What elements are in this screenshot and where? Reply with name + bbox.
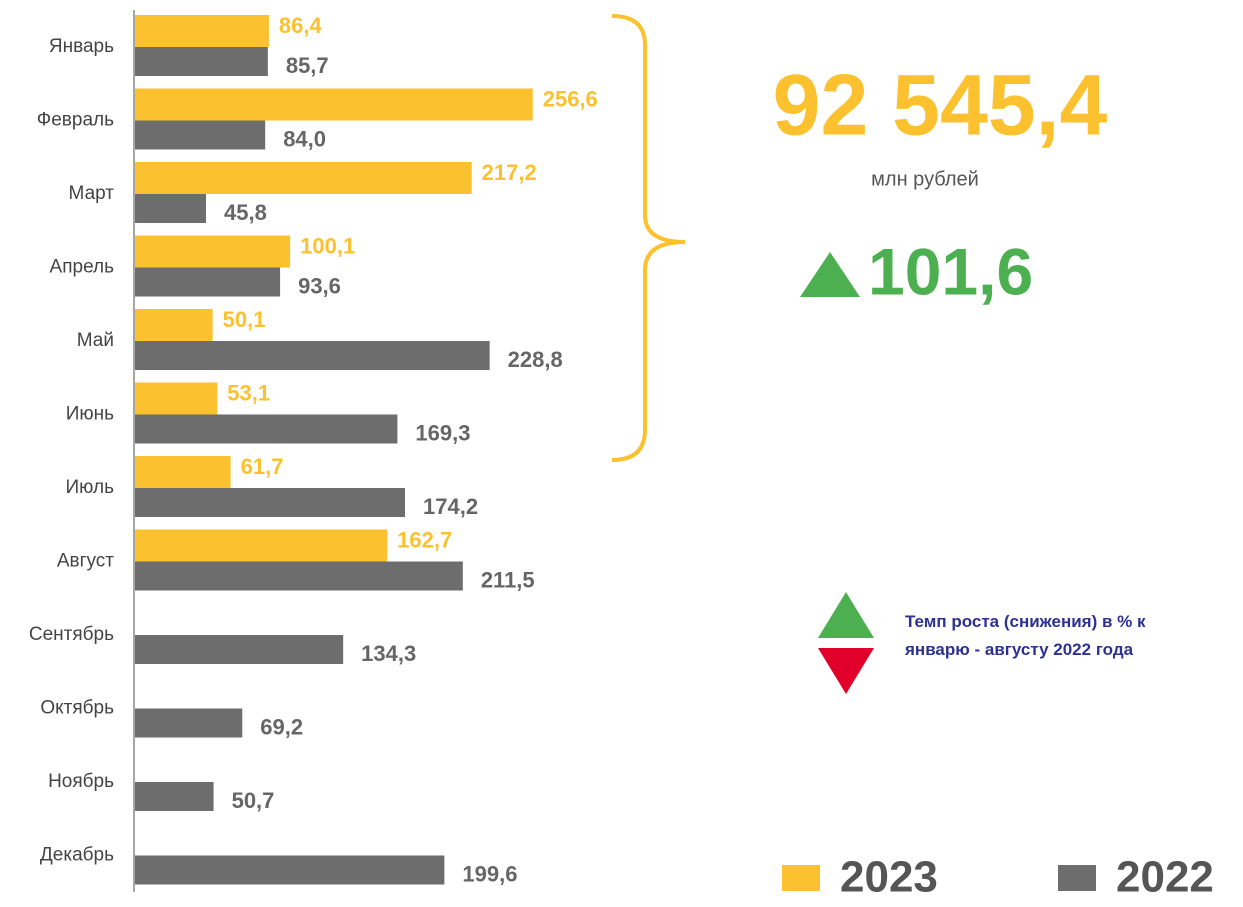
y-tick-label: Март <box>69 183 115 204</box>
y-tick-label: Июль <box>66 477 115 498</box>
bar <box>135 309 213 341</box>
y-tick-label: Ноябрь <box>48 771 114 792</box>
y-tick-label: Август <box>57 551 114 572</box>
value-label: 256,6 <box>543 86 598 111</box>
y-tick-label: Декабрь <box>40 845 114 866</box>
value-label: 134,3 <box>361 641 416 666</box>
bar <box>135 47 268 76</box>
bar <box>135 708 243 738</box>
value-label: 211,5 <box>481 567 535 592</box>
note-box: Темп роста (снижения) в % к январю - авг… <box>905 612 1146 659</box>
value-label: 199,6 <box>462 861 517 886</box>
value-label: 69,2 <box>260 714 303 739</box>
bar <box>135 194 206 223</box>
bar <box>135 855 445 885</box>
legend-label: 2023 <box>840 853 938 902</box>
y-tick-label: Июнь <box>66 404 114 425</box>
bar <box>135 635 344 664</box>
bar <box>135 561 463 591</box>
y-tick-label: Октябрь <box>40 698 114 719</box>
value-label: 85,7 <box>286 53 329 78</box>
up-icon <box>818 592 874 638</box>
value-label: 86,4 <box>279 13 323 38</box>
growth-value: 101,6 <box>868 234 1033 308</box>
value-label: 228,8 <box>508 347 563 372</box>
value-label: 100,1 <box>300 233 355 258</box>
bar <box>135 15 269 47</box>
value-label: 45,8 <box>224 200 267 225</box>
bar <box>135 529 388 562</box>
legend-swatch <box>1058 865 1096 891</box>
value-label: 53,1 <box>227 380 270 405</box>
value-label: 162,7 <box>397 527 452 552</box>
value-label: 174,2 <box>423 494 478 519</box>
bar <box>135 235 291 268</box>
bar <box>135 488 406 517</box>
value-label: 84,0 <box>283 126 326 151</box>
y-tick-label: Май <box>77 330 114 351</box>
y-tick-label: Январь <box>49 36 114 57</box>
value-label: 50,1 <box>223 307 266 332</box>
bar <box>135 414 398 444</box>
brace <box>611 14 686 462</box>
bar <box>135 162 472 194</box>
y-tick-label: Апрель <box>50 257 115 278</box>
bar <box>135 88 533 121</box>
down-icon <box>818 648 874 694</box>
value-label: 50,7 <box>232 788 275 813</box>
legend-label: 2022 <box>1116 853 1214 902</box>
growth-arrow <box>800 252 860 297</box>
total-unit: млн рублей <box>871 168 979 190</box>
value-label: 169,3 <box>415 420 470 445</box>
bar <box>135 341 490 370</box>
bar <box>135 120 266 150</box>
bar <box>135 456 231 488</box>
y-tick-label: Сентябрь <box>29 624 114 645</box>
bar <box>135 782 214 811</box>
value-label: 217,2 <box>482 160 537 185</box>
legend-swatch <box>782 865 820 891</box>
note: Темп роста (снижения) в % к январю - авг… <box>905 612 1146 659</box>
y-tick-label: Февраль <box>37 110 114 131</box>
bar <box>135 267 281 297</box>
value-label: 93,6 <box>298 273 341 298</box>
value-label: 61,7 <box>241 454 284 479</box>
total-value: 92 545,4 <box>773 58 1108 154</box>
bar <box>135 382 218 415</box>
